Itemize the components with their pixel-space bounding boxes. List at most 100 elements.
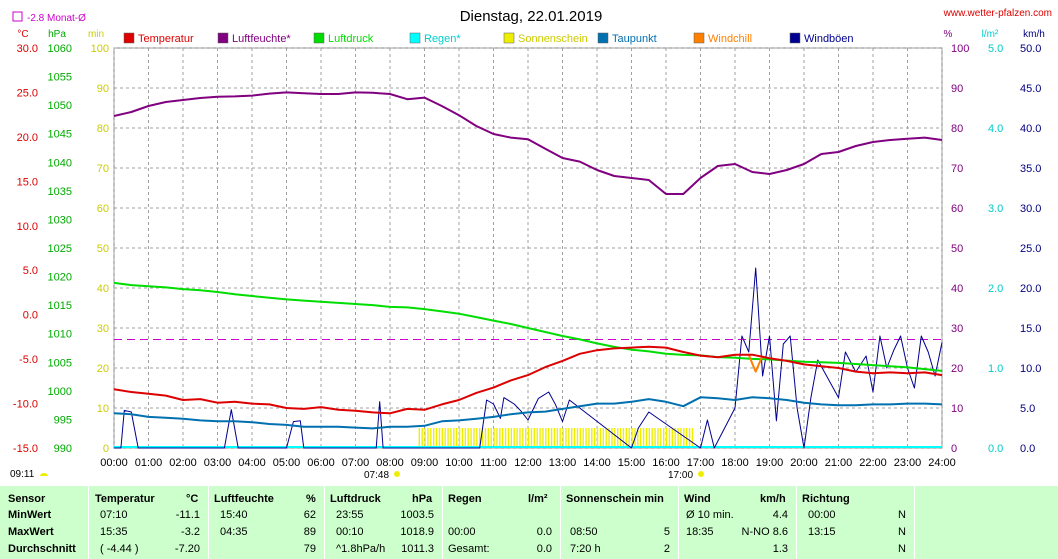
rain-tick-label: 0.0 bbox=[988, 443, 1003, 455]
x-tick-label: 15:00 bbox=[618, 457, 646, 469]
hdr-press-unit: hPa bbox=[412, 493, 433, 505]
stats-cell-temp_time: ( -4.44 ) bbox=[100, 543, 139, 555]
humidity-tick-label: 90 bbox=[951, 83, 963, 95]
pressure-tick-label: 1005 bbox=[48, 357, 72, 369]
rain-tick-label: 2.0 bbox=[988, 283, 1003, 295]
sun_minutes-tick-label: 60 bbox=[97, 203, 109, 215]
series-windchill bbox=[747, 354, 764, 373]
legend-label: Windböen bbox=[804, 33, 854, 45]
x-tick-label: 11:00 bbox=[480, 457, 507, 469]
wind-tick-label: 0.0 bbox=[1020, 443, 1035, 455]
legend-label: Taupunkt bbox=[612, 33, 657, 45]
rain-tick-label: 4.0 bbox=[988, 123, 1003, 135]
series-temperatur bbox=[113, 345, 943, 415]
humidity-tick-label: 80 bbox=[951, 123, 963, 135]
sun_minutes-tick-label: 10 bbox=[97, 403, 109, 415]
stats-cell-hum_val: 89 bbox=[303, 526, 316, 538]
temp-tick-label: -5.0 bbox=[19, 354, 38, 366]
humidity-axis-unit: % bbox=[944, 29, 953, 40]
axes: °C 30.0 25.0 20.0 15.0 10.0 5.0 0.0 -5.0 -10.0 -15… bbox=[13, 29, 1045, 469]
hdr-temp-unit: °C bbox=[186, 493, 199, 505]
rain-tick-label: 5.0 bbox=[988, 43, 1003, 55]
month-avg-label: -2.8 Monat-Ø bbox=[27, 13, 86, 24]
stats-cell-dir_val: N bbox=[898, 509, 906, 521]
series-luftdruck bbox=[113, 281, 943, 372]
legend-label: Luftdruck bbox=[328, 33, 374, 45]
x-tick-label: 18:00 bbox=[721, 457, 749, 469]
x-tick-label: 12:00 bbox=[514, 457, 542, 469]
temp-tick-label: -10.0 bbox=[13, 399, 38, 411]
sunset-label: 17:00 bbox=[668, 470, 693, 481]
pressure-tick-label: 1035 bbox=[48, 186, 72, 198]
x-tick-label: 09:00 bbox=[411, 457, 439, 469]
sun_minutes-tick-label: 0 bbox=[103, 443, 109, 455]
weather-chart: Dienstag, 22.01.2019 www.wetter-pfalzen.… bbox=[10, 8, 1052, 481]
pressure-tick-label: 1050 bbox=[48, 100, 72, 112]
wind-axis-unit: km/h bbox=[1023, 29, 1045, 40]
x-tick-label: 02:00 bbox=[169, 457, 197, 469]
x-tick-label: 19:00 bbox=[756, 457, 784, 469]
stats-cell-wind_time: Ø 10 min. bbox=[686, 509, 734, 521]
legend-swatch bbox=[217, 32, 229, 44]
series-windben bbox=[114, 267, 943, 449]
stats-cell-rain_val: 0.0 bbox=[536, 526, 552, 538]
pressure-tick-label: 1010 bbox=[48, 329, 72, 341]
series-luftfeuchte bbox=[113, 91, 943, 195]
x-tick-label: 13:00 bbox=[549, 457, 577, 469]
pressure-axis-unit: hPa bbox=[48, 29, 66, 40]
sun-small-icon bbox=[40, 473, 48, 476]
sun_minutes-tick-label: 80 bbox=[97, 123, 109, 135]
legend-label: Windchill bbox=[708, 33, 752, 45]
x-tick-label: 24:00 bbox=[928, 457, 956, 469]
humidity-tick-label: 50 bbox=[951, 243, 963, 255]
hdr-hum-unit: % bbox=[306, 493, 316, 505]
hdr-hum: Luftfeuchte bbox=[214, 493, 274, 505]
humidity-tick-label: 40 bbox=[951, 283, 963, 295]
hdr-wind-unit: km/h bbox=[760, 493, 786, 505]
stats-cell-dir_val: N bbox=[898, 543, 906, 555]
legend-swatch bbox=[693, 32, 705, 44]
pressure-tick-label: 995 bbox=[54, 414, 72, 426]
wind-tick-label: 10.0 bbox=[1020, 363, 1041, 375]
x-tick-label: 22:00 bbox=[859, 457, 887, 469]
sun-markers: 07:48 17:00 09:11 bbox=[10, 469, 704, 481]
humidity-tick-label: 20 bbox=[951, 363, 963, 375]
temp-tick-label: 5.0 bbox=[23, 265, 38, 277]
temp-tick-label: 30.0 bbox=[17, 43, 38, 55]
humidity-tick-label: 70 bbox=[951, 163, 963, 175]
x-tick-label: 07:00 bbox=[342, 457, 370, 469]
stats-cell-hum_val: 79 bbox=[303, 543, 316, 555]
stats-cell-press_val: 1011.3 bbox=[401, 543, 434, 555]
stats-cell-press_val: 1018.9 bbox=[400, 526, 434, 538]
legend-swatch bbox=[789, 32, 801, 44]
humidity-tick-label: 10 bbox=[951, 403, 963, 415]
pressure-tick-label: 1060 bbox=[48, 43, 72, 55]
wind-tick-label: 20.0 bbox=[1020, 283, 1041, 295]
stats-cell-press_time: 23:55 bbox=[336, 509, 364, 521]
sun_minutes-tick-label: 100 bbox=[91, 43, 109, 55]
stats-table: Sensor Temperatur °C Luftfeuchte % Luftd… bbox=[0, 486, 1058, 559]
stats-cell-wind_val: 1.3 bbox=[772, 543, 788, 555]
stats-cell-hum_time: 15:40 bbox=[220, 509, 248, 521]
month-avg-swatch bbox=[12, 11, 23, 22]
stats-cell-wind_time: 18:35 bbox=[686, 526, 714, 538]
temp-tick-label: 20.0 bbox=[17, 132, 38, 144]
sunrise-icon bbox=[394, 471, 400, 477]
watermark: www.wetter-pfalzen.com bbox=[943, 8, 1052, 19]
temp-tick-label: 25.0 bbox=[17, 87, 38, 99]
humidity-tick-label: 0 bbox=[951, 443, 957, 455]
wind-tick-label: 25.0 bbox=[1020, 243, 1041, 255]
stats-cell-sun_val: 2 bbox=[663, 543, 670, 555]
sun_minutes-tick-label: 20 bbox=[97, 363, 109, 375]
wind-tick-label: 15.0 bbox=[1020, 323, 1041, 335]
sun_minutes-axis-unit: min bbox=[88, 29, 104, 40]
stats-cell-temp_time: 07:10 bbox=[100, 509, 128, 521]
stats-cell-temp_val: -11.1 bbox=[175, 509, 200, 521]
current-time: 09:11 bbox=[10, 469, 35, 480]
stats-cell-temp_val: -3.2 bbox=[181, 526, 200, 538]
legend: Temperatur Luftfeuchte* Luftdruck Regen* Son… bbox=[123, 32, 854, 45]
sunshine-bars bbox=[418, 428, 694, 448]
temp-axis-unit: °C bbox=[17, 29, 28, 40]
wind-tick-label: 35.0 bbox=[1020, 163, 1041, 175]
rain-tick-label: 1.0 bbox=[988, 363, 1003, 375]
